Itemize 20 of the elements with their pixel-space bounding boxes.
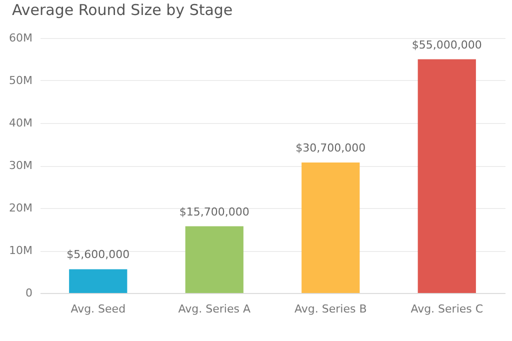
data-label: $5,600,000: [66, 248, 130, 262]
data-label: $30,700,000: [296, 142, 366, 155]
x-tick-label: Avg. Series C: [410, 302, 484, 316]
y-tick-label: 60M: [9, 32, 32, 44]
data-label: $55,000,000: [412, 38, 482, 52]
chart-title: Average Round Size by Stage: [12, 1, 233, 19]
x-tick-label: Avg. Series B: [294, 302, 367, 316]
y-tick-label: 50M: [9, 74, 32, 87]
bar: [69, 269, 128, 293]
x-tick-label: Avg. Seed: [70, 302, 126, 316]
bar: [185, 226, 244, 293]
x-tick-label: Avg. Series A: [178, 302, 251, 316]
data-label: $15,700,000: [179, 205, 250, 218]
y-tick-label: 0: [26, 286, 32, 300]
y-tick-label: 20M: [9, 202, 32, 214]
bar: [418, 59, 476, 293]
y-tick-label: 40M: [9, 116, 32, 130]
y-tick-label: 30M: [9, 159, 32, 172]
bar: [302, 162, 360, 293]
y-tick-label: 10M: [9, 244, 32, 257]
